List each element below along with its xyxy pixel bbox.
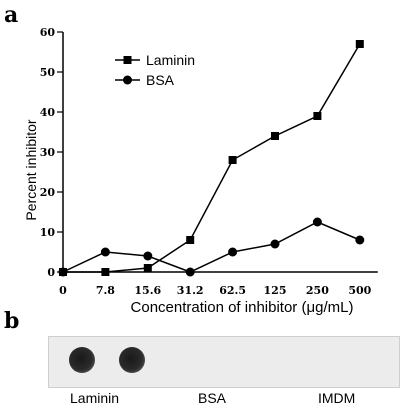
legend-label: BSA — [146, 72, 175, 88]
data-point-bsa — [143, 251, 153, 261]
y-tick-label: 0 — [47, 266, 55, 279]
data-point-bsa — [270, 239, 280, 249]
x-tick-label: 500 — [348, 284, 371, 297]
legend-marker — [123, 75, 132, 85]
dot-blot — [48, 336, 400, 388]
data-point-laminin — [271, 132, 279, 140]
data-point-bsa — [228, 247, 238, 257]
y-tick-label: 50 — [40, 66, 56, 79]
lane-label-bsa: BSA — [198, 390, 227, 406]
data-point-bsa — [355, 235, 365, 245]
panel-a-label: a — [4, 2, 19, 28]
y-tick-label: 40 — [40, 106, 56, 119]
y-tick-label: 60 — [40, 26, 56, 39]
x-tick-label: 125 — [264, 284, 287, 297]
data-point-laminin — [186, 236, 195, 244]
data-point-laminin — [355, 40, 364, 48]
y-axis-label: Percent inhibitor — [23, 119, 39, 221]
lane-label-laminin: Laminin — [70, 390, 120, 406]
x-tick-label: 0 — [59, 284, 67, 297]
legend-marker — [123, 56, 132, 64]
data-point-bsa — [185, 267, 195, 277]
y-tick-label: 10 — [40, 226, 56, 239]
series-line-laminin — [63, 43, 361, 273]
y-tick-label: 20 — [40, 186, 56, 199]
legend-label: Laminin — [146, 52, 195, 68]
lane-label-imdm: IMDM — [318, 390, 356, 406]
panel-b-label: b — [4, 308, 20, 334]
data-point-laminin — [313, 112, 322, 120]
x-tick-label: 31.2 — [177, 284, 204, 297]
series-line-bsa — [62, 221, 361, 273]
data-point-bsa — [100, 247, 110, 257]
blot-spot-laminin-2 — [119, 347, 145, 373]
data-point-bsa — [312, 217, 322, 227]
x-tick-label: 7.8 — [96, 284, 115, 297]
y-tick-label: 30 — [40, 146, 56, 159]
blot-spot-laminin-1 — [69, 347, 95, 373]
data-point-laminin — [101, 268, 110, 276]
data-point-bsa — [58, 267, 68, 277]
x-tick-label: 250 — [306, 284, 329, 297]
x-axis-label: Concentration of inhibitor (μg/mL) — [131, 299, 354, 316]
x-tick-label: 15.6 — [134, 284, 161, 297]
data-point-laminin — [143, 264, 152, 272]
data-point-laminin — [228, 156, 237, 164]
x-tick-label: 62.5 — [219, 284, 246, 297]
